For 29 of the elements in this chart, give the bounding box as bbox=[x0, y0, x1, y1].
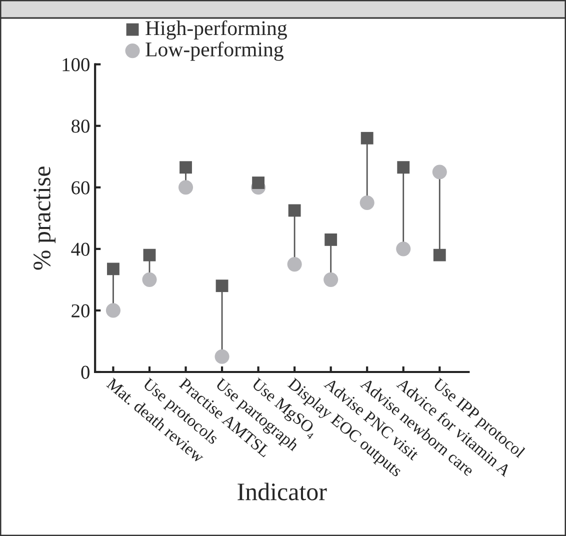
point bbox=[433, 248, 446, 262]
y-tick-label: 80 bbox=[72, 120, 90, 133]
y-tick-label: 20 bbox=[72, 304, 90, 318]
point bbox=[360, 195, 374, 210]
y-tick-label: 40 bbox=[71, 242, 90, 256]
point bbox=[142, 272, 157, 287]
legend-label: Low-performing bbox=[146, 42, 284, 61]
point bbox=[214, 349, 230, 364]
point bbox=[396, 242, 411, 256]
y-tick-label: 60 bbox=[72, 181, 90, 194]
point bbox=[397, 161, 410, 174]
y-tick-label: 100 bbox=[62, 58, 90, 72]
point bbox=[324, 272, 338, 287]
y-tick-label: 0 bbox=[81, 366, 90, 379]
point bbox=[252, 176, 265, 189]
point bbox=[324, 233, 338, 246]
x-axis-title: Indicator bbox=[238, 482, 327, 500]
legend-label: High-performing bbox=[146, 20, 287, 40]
point bbox=[143, 248, 156, 262]
point bbox=[360, 132, 374, 144]
point bbox=[216, 280, 228, 292]
point bbox=[106, 303, 121, 318]
point bbox=[107, 262, 120, 276]
point bbox=[288, 204, 301, 217]
point bbox=[432, 164, 447, 180]
point bbox=[287, 257, 302, 272]
point bbox=[180, 161, 192, 174]
y-axis-title: % practise bbox=[34, 166, 56, 270]
point bbox=[178, 180, 194, 195]
